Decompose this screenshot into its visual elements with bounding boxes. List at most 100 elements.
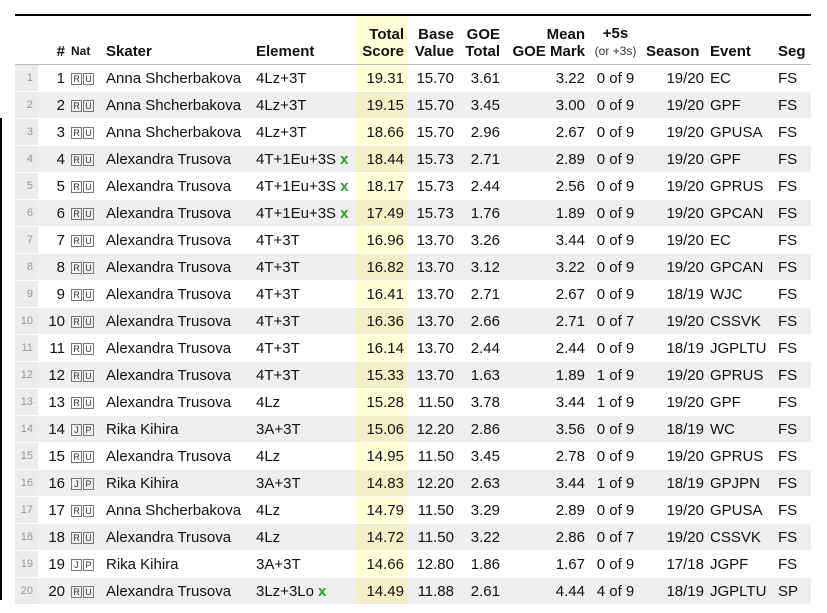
header-text: Total — [369, 26, 404, 43]
cell-text: 19/20 — [666, 258, 704, 276]
table-cell: Rika Kihira — [103, 469, 253, 497]
table-cell: JGPLTU — [707, 334, 775, 362]
cell-text: 18.66 — [366, 123, 404, 141]
cell-text: 19.31 — [366, 69, 404, 87]
cell-text: GPRUS — [710, 177, 764, 195]
cell-text: 19/20 — [666, 204, 704, 222]
table-cell: 2.71 — [457, 280, 503, 308]
table-cell: 3.44 — [503, 388, 588, 416]
cell-text: 2.67 — [555, 123, 585, 141]
nation-flag: R — [71, 396, 82, 409]
cell-text: 12.20 — [416, 420, 454, 438]
row-index: 7 — [15, 226, 38, 254]
cell-text: 19/20 — [666, 393, 704, 411]
cell-text: 0 of 9 — [596, 123, 635, 141]
cell-text: 19/20 — [666, 123, 704, 141]
header-cell: Nat — [68, 15, 103, 65]
cell-text: 2.67 — [555, 285, 585, 303]
row-index: 11 — [15, 334, 38, 362]
table-row: 11 11 R U Alexandra Trusova 4T+3T 16.14 13.70 2.… — [15, 334, 811, 362]
table-cell: 2.67 — [503, 118, 588, 146]
cell-text: Alexandra Trusova — [106, 204, 232, 222]
table-cell: 14.79 — [355, 496, 407, 524]
table-cell: 11.50 — [407, 496, 457, 524]
cell-text: 3 — [56, 123, 65, 141]
table-cell: 4T+3T — [253, 280, 355, 308]
cell-text: 19/20 — [666, 447, 704, 465]
cell-text: 4Lz+3T — [256, 123, 307, 141]
table-cell: Rika Kihira — [103, 550, 253, 578]
nation-flag: U — [83, 153, 94, 166]
table-cell: Anna Shcherbakova — [103, 118, 253, 146]
table-cell: FS — [775, 550, 811, 578]
cell-text: 11.50 — [417, 393, 454, 411]
cell-text: 4Lz — [256, 528, 281, 546]
cell-text: 9 — [56, 285, 65, 303]
cell-text: 18/19 — [666, 339, 704, 357]
table-cell: 13.70 — [407, 280, 457, 308]
cell-text: 14.66 — [366, 555, 404, 573]
nation-flag: U — [83, 342, 94, 355]
cell-text: 0 of 9 — [596, 447, 635, 465]
cell-text: SP — [778, 582, 799, 600]
table-cell: 3.56 — [503, 415, 588, 443]
table-cell: Alexandra Trusova — [103, 280, 253, 308]
table-cell: CSSVK — [707, 523, 775, 551]
nation-flag: U — [83, 72, 94, 85]
cell-text: 2.86 — [470, 420, 500, 438]
cell-text: 7 — [56, 231, 65, 249]
cell-text: 15.33 — [366, 366, 404, 384]
cell-text: FS — [778, 177, 798, 195]
cell-text: WC — [710, 420, 735, 438]
cell-text: FS — [778, 123, 798, 141]
cell-text: 2.78 — [555, 447, 585, 465]
table-cell: EC — [707, 64, 775, 92]
table-cell: FS — [775, 91, 811, 119]
table-cell: Anna Shcherbakova — [103, 496, 253, 524]
nation-flag: R — [71, 315, 82, 328]
nation-flag: P — [83, 558, 94, 571]
table-cell: 0 of 9 — [588, 280, 643, 308]
cell-text: GPJPN — [710, 474, 761, 492]
table-cell: 2.78 — [503, 442, 588, 470]
cell-text: JGPLTU — [710, 582, 767, 600]
table-cell: 4Lz+3T — [253, 118, 355, 146]
nation-flag: R — [71, 450, 82, 463]
cell-text: 15.70 — [416, 123, 454, 141]
table-cell: 3.22 — [503, 253, 588, 281]
table-cell: 3A+3T — [253, 469, 355, 497]
row-index: 16 — [15, 469, 38, 497]
cell-text: 15 — [48, 447, 65, 465]
nation-flag: U — [83, 450, 94, 463]
table-cell: 4T+3T — [253, 253, 355, 281]
table-cell: 12.20 — [407, 415, 457, 443]
cell-text: 13.70 — [416, 285, 454, 303]
table-row: 5 5 R U Alexandra Trusova 4T+1Eu+3S x 18.17 15.7… — [15, 172, 811, 200]
cell-text: GPF — [710, 96, 741, 114]
table-cell: Alexandra Trusova — [103, 523, 253, 551]
table-cell: GPRUS — [707, 172, 775, 200]
nation-flag: R — [71, 531, 82, 544]
cell-text: Alexandra Trusova — [106, 447, 232, 465]
table-cell: 17.49 — [355, 199, 407, 227]
nation-flag: U — [83, 396, 94, 409]
table-cell: 3.78 — [457, 388, 503, 416]
row-index: 4 — [15, 145, 38, 173]
cell-text: 18/19 — [666, 285, 704, 303]
cell-text: 2.61 — [470, 582, 500, 600]
table-cell: 1.67 — [503, 550, 588, 578]
cell-text: 4 — [56, 150, 65, 168]
table-row: 1 1 R U Anna Shcherbakova 4Lz+3T 19.31 15.70 3.6… — [15, 64, 811, 92]
table-cell: 4Lz+3T — [253, 64, 355, 92]
cell-text: Anna Shcherbakova — [106, 69, 242, 87]
nation-flag: R — [71, 99, 82, 112]
cell-text: 19/20 — [666, 96, 704, 114]
header-text: Value — [414, 43, 454, 60]
table-cell: 4 — [38, 145, 68, 173]
table-row: 15 15 R U Alexandra Trusova 4Lz 14.95 11.50 3.45… — [15, 442, 811, 470]
table-cell: Alexandra Trusova — [103, 172, 253, 200]
